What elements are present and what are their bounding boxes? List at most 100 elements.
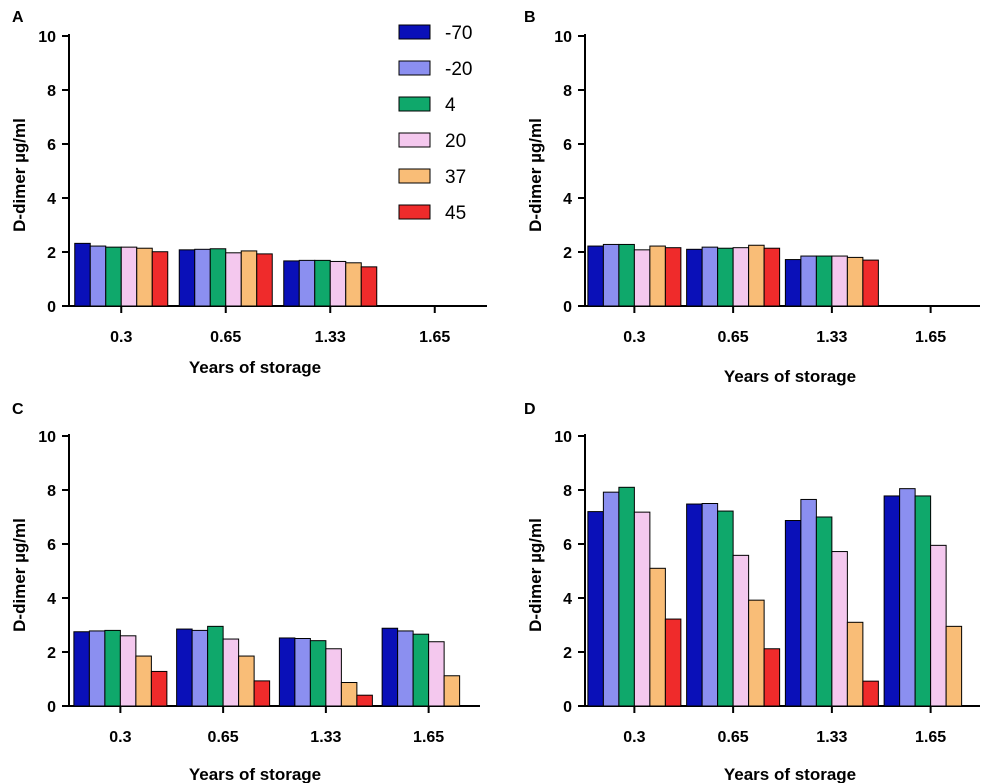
legend-label: 45: [445, 203, 466, 224]
bar-b-4: [815, 255, 833, 307]
bar-d-37: [846, 621, 864, 707]
bar-a-45: [151, 251, 169, 307]
y-tick-label: 2: [47, 645, 56, 662]
bar-b-20: [633, 249, 651, 307]
bar-c-4: [207, 625, 224, 707]
bar-c-4: [412, 633, 430, 707]
x-axis-title: Years of storage: [724, 765, 856, 783]
bar-c-20: [325, 648, 342, 707]
x-tick-label: 0.65: [718, 329, 749, 346]
y-tick-label: 6: [47, 137, 56, 154]
bar-b-45: [763, 247, 781, 307]
bar-c--70: [381, 627, 399, 707]
x-tick-label: 1.65: [915, 329, 946, 346]
bar-a-45: [360, 266, 378, 307]
legend-label: 4: [445, 95, 456, 116]
legend-swatch: [398, 96, 431, 112]
y-tick-label: 10: [554, 429, 572, 446]
legend-swatch: [398, 132, 431, 148]
legend-swatch: [398, 168, 431, 184]
x-tick-label: 1.65: [419, 329, 450, 346]
bar-a-4: [314, 259, 331, 307]
y-tick-label: 0: [47, 699, 56, 716]
bar-d--70: [784, 520, 802, 707]
bar-b--20: [701, 246, 719, 307]
bar-a--70: [283, 260, 300, 307]
bar-c-4: [309, 640, 327, 707]
bar-a-37: [345, 262, 362, 307]
bar-d-4: [815, 516, 833, 707]
bar-a-37: [240, 250, 258, 307]
x-axis-title: Years of storage: [189, 358, 321, 377]
bar-b-37: [649, 245, 666, 307]
bar-d-45: [763, 648, 781, 707]
y-tick-label: 4: [47, 191, 56, 208]
y-tick-label: 2: [563, 245, 572, 262]
legend-swatch: [398, 204, 431, 220]
bar-a--70: [178, 249, 196, 307]
bar-d--20: [602, 491, 620, 707]
bar-c--70: [73, 631, 90, 707]
bar-d--20: [701, 503, 719, 707]
x-axis-title: Years of storage: [189, 765, 321, 783]
legend-label: 37: [445, 167, 466, 188]
y-tick-label: 0: [47, 299, 56, 316]
bar-c-45: [253, 680, 271, 707]
bar-b--70: [784, 259, 802, 307]
x-axis-title: Years of storage: [724, 367, 856, 386]
y-tick-label: 6: [563, 137, 572, 154]
bar-d-4: [618, 486, 635, 707]
bar-c--20: [88, 630, 106, 707]
bar-c-37: [135, 655, 152, 707]
bar-d-45: [862, 680, 879, 707]
bar-b-45: [664, 247, 682, 307]
bar-a-37: [136, 247, 153, 307]
y-axis-title: D-dimer µg/ml: [10, 518, 29, 632]
bar-c-45: [356, 694, 373, 707]
bar-c--70: [278, 637, 296, 707]
bar-d--70: [686, 503, 703, 707]
bar-b--70: [587, 245, 604, 307]
bar-d--20: [899, 488, 916, 707]
y-tick-label: 8: [47, 83, 56, 100]
y-axis-title: D-dimer µg/ml: [10, 118, 29, 232]
x-tick-label: 1.33: [816, 329, 847, 346]
bar-a-4: [105, 246, 122, 307]
bar-c-20: [222, 638, 240, 707]
bar-b--20: [800, 255, 817, 307]
panel-letter-c: C: [12, 401, 24, 418]
x-tick-label: 1.33: [816, 729, 847, 746]
y-tick-label: 2: [563, 645, 572, 662]
bar-d-37: [945, 625, 963, 707]
bar-c-20: [119, 635, 137, 707]
bar-c--20: [191, 629, 209, 707]
legend-label: -70: [445, 23, 472, 44]
bar-c-37: [340, 682, 358, 707]
bar-a--70: [74, 242, 91, 307]
bar-c-45: [150, 670, 168, 707]
bar-d--70: [883, 495, 901, 707]
bar-c-37: [443, 675, 461, 707]
bar-c-4: [104, 629, 121, 707]
bar-b--70: [686, 248, 703, 307]
y-tick-label: 10: [554, 29, 572, 46]
legend-swatch: [398, 60, 431, 76]
x-tick-label: 0.65: [208, 729, 239, 746]
bar-d-20: [633, 511, 651, 707]
y-tick-label: 4: [47, 591, 56, 608]
y-tick-label: 4: [563, 591, 572, 608]
bar-d-20: [930, 544, 947, 707]
y-tick-label: 6: [563, 537, 572, 554]
bar-b-20: [732, 247, 750, 307]
bar-a-4: [209, 248, 227, 307]
y-tick-label: 0: [563, 299, 572, 316]
y-tick-label: 6: [47, 537, 56, 554]
bar-b--20: [602, 243, 620, 307]
bar-a--20: [298, 259, 316, 307]
y-tick-label: 8: [47, 483, 56, 500]
bar-d-4: [717, 510, 734, 707]
x-tick-label: 0.3: [110, 329, 132, 346]
bar-a--20: [194, 248, 211, 307]
y-tick-label: 8: [563, 83, 572, 100]
